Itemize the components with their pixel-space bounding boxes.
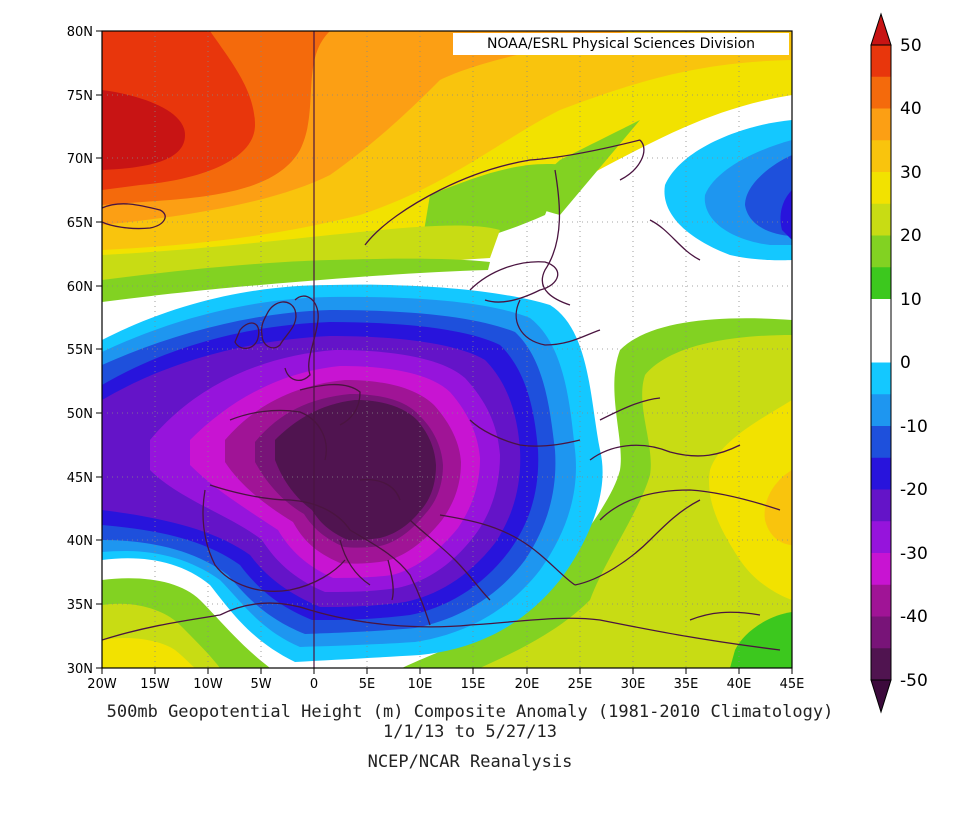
colorbar-swatch [871,457,891,490]
colorbar-label: 40 [900,99,922,119]
colorbar-swatch [871,330,891,363]
axis-ticks [96,30,793,674]
lon-tick-label: 10E [408,677,433,692]
colorbar-swatch [871,203,891,236]
colorbar-swatch [871,45,891,78]
colorbar-swatch [871,553,891,586]
lat-tick-label: 35N [67,598,93,613]
colorbar-label: -40 [900,607,928,627]
colorbar-label: -50 [900,671,928,691]
colorbar-swatch [871,584,891,617]
colorbar-swatch [871,299,891,332]
colorbar-label: 10 [900,290,922,310]
lat-tick-label: 65N [67,216,93,231]
figure-caption-title: 500mb Geopotential Height (m) Composite … [106,702,834,722]
colorbar-swatch [871,489,891,522]
colorbar-label: 0 [900,353,911,373]
longitude-labels: 20W 15W 10W 5W 0 5E 10E 15E 20E 25E 30E … [87,677,804,692]
lon-tick-label: 10W [193,677,223,692]
lat-tick-label: 45N [67,471,93,486]
colorbar-label: 20 [900,226,922,246]
colorbar-swatch [871,76,891,109]
colorbar-label: 50 [900,36,922,56]
colorbar-label: 30 [900,163,922,183]
colorbar-swatch [871,108,891,141]
lon-tick-label: 25E [568,677,593,692]
colorbar-label: -20 [900,480,928,500]
lat-tick-label: 80N [67,25,93,40]
lon-tick-label: 20E [515,677,540,692]
lon-tick-label: 15W [140,677,170,692]
colorbar-bottom-arrow [870,679,892,714]
colorbar-swatch [871,521,891,554]
colorbar-swatch [871,172,891,205]
lon-tick-label: 15E [461,677,486,692]
colorbar-top-arrow [870,12,892,46]
credit-label: NOAA/ESRL Physical Sciences Division [453,33,789,55]
lat-tick-label: 70N [67,152,93,167]
lon-tick-label: 40E [727,677,752,692]
graticule [102,31,792,668]
lat-tick-label: 50N [67,407,93,422]
colorbar-swatch [871,616,891,649]
colorbar-labels: 50 40 30 20 10 0 -10 -20 -30 -40 -50 [900,36,928,691]
lat-tick-label: 40N [67,534,93,549]
latitude-labels: 80N 75N 70N 65N 60N 55N 50N 45N 40N 35N … [67,25,93,677]
lon-tick-label: 35E [674,677,699,692]
figure-caption-dates: 1/1/13 to 5/27/13 [383,722,557,742]
colorbar-swatch [871,362,891,395]
colorbar-swatch [871,267,891,300]
lon-tick-label: 30E [621,677,646,692]
colorbar-swatches [870,44,892,681]
lat-tick-label: 60N [67,280,93,295]
coastlines [102,139,781,651]
lon-tick-label: 0 [310,677,318,692]
lon-tick-label: 20W [87,677,117,692]
lon-tick-label: 5W [250,677,271,692]
figure-caption-source: NCEP/NCAR Reanalysis [367,752,573,772]
colorbar-swatch [871,235,891,268]
lat-tick-label: 55N [67,343,93,358]
colorbar-swatch [871,648,891,681]
lon-tick-label: 45E [780,677,805,692]
lat-tick-label: 75N [67,89,93,104]
colorbar-swatch [871,426,891,459]
anomaly-field [102,31,792,668]
colorbar: 50 40 30 20 10 0 -10 -20 -30 -40 -50 [870,12,928,714]
lat-tick-label: 30N [67,662,93,677]
lon-tick-label: 5E [359,677,376,692]
colorbar-swatch [871,140,891,173]
colorbar-label: -10 [900,417,928,437]
colorbar-swatch [871,394,891,427]
colorbar-label: -30 [900,544,928,564]
